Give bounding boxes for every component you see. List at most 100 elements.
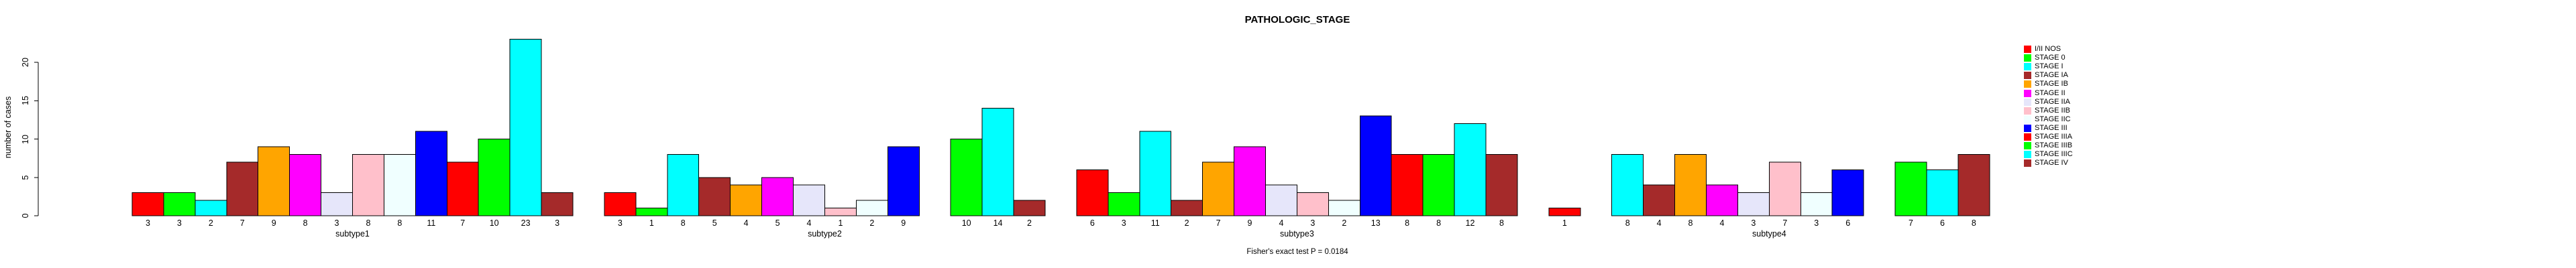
bar-value-label: 4 xyxy=(1656,218,1662,228)
bar-subtype4-STAGE III xyxy=(1831,169,1864,216)
bar-value-label: 3 xyxy=(617,218,623,228)
legend-item-STAGE III: STAGE III xyxy=(2024,124,2068,132)
legend-swatch-icon xyxy=(2024,63,2031,71)
legend-item-STAGE IIIB: STAGE IIIB xyxy=(2024,142,2072,150)
group-label-subtype2: subtype2 xyxy=(808,229,842,239)
bar-subtype4-STAGE II xyxy=(1706,184,1738,216)
bar-value-label: 2 xyxy=(869,218,875,228)
bar-subtype2-STAGE IB xyxy=(730,184,763,216)
bar-value-label: 3 xyxy=(176,218,182,228)
bar-subtype1-STAGE IV xyxy=(541,192,574,216)
bar-value-label: 1 xyxy=(649,218,654,228)
bar-value-label: 7 xyxy=(460,218,466,228)
group-label-subtype1: subtype1 xyxy=(335,229,370,239)
y-tick-label: 0 xyxy=(21,213,30,218)
fisher-test-note: Fisher's exact test P = 0.0184 xyxy=(1246,248,1348,256)
bar-value-label: 7 xyxy=(1782,218,1788,228)
legend-swatch-icon xyxy=(2024,107,2031,115)
bar-subtype3-STAGE IA xyxy=(1171,200,1203,216)
legend-swatch-icon xyxy=(2024,124,2031,132)
bar-subtype3-STAGE III xyxy=(1359,115,1392,216)
y-tick-label: 20 xyxy=(21,58,30,67)
bar-value-label: 13 xyxy=(1371,218,1381,228)
bar-subtype1-STAGE IB xyxy=(258,146,290,216)
legend-label: STAGE II xyxy=(2035,88,2065,97)
y-tick-label: 10 xyxy=(21,134,30,144)
bar-value-label: 10 xyxy=(489,218,499,228)
legend-item-STAGE IIC: STAGE IIC xyxy=(2024,115,2071,123)
legend-item-STAGE I: STAGE I xyxy=(2024,62,2063,71)
bar-value-label: 23 xyxy=(521,218,531,228)
bar-value-label: 7 xyxy=(1216,218,1221,228)
bar-subtype3-I/II NOS xyxy=(1076,169,1109,216)
legend-swatch-icon xyxy=(2024,54,2031,62)
bar-subtype2-STAGE IIC xyxy=(855,200,888,216)
y-tick-label: 15 xyxy=(21,96,30,106)
bar-subtype3-STAGE IIA xyxy=(1265,184,1297,216)
bar-value-label: 4 xyxy=(743,218,749,228)
bar-value-label: 3 xyxy=(334,218,339,228)
legend-item-STAGE II: STAGE II xyxy=(2024,88,2065,97)
bar-value-label: 8 xyxy=(1499,218,1504,228)
bar-subtype2-STAGE II xyxy=(761,177,794,216)
bar-subtype4-STAGE IA xyxy=(1643,184,1676,216)
legend-swatch-icon xyxy=(2024,89,2031,97)
bar-value-label: 5 xyxy=(712,218,717,228)
bar-value-label: 6 xyxy=(1089,218,1095,228)
bar-value-label: 3 xyxy=(1751,218,1756,228)
bar-value-label: 9 xyxy=(901,218,906,228)
legend-item-STAGE IIA: STAGE IIA xyxy=(2024,98,2070,106)
bar-subtype2-I/II NOS xyxy=(604,192,637,216)
bar-value-label: 9 xyxy=(1247,218,1252,228)
legend-label: STAGE IIB xyxy=(2035,106,2070,115)
legend-swatch-icon xyxy=(2024,72,2031,80)
bar-subtype2-STAGE IA xyxy=(698,177,731,216)
bar-value-label: 5 xyxy=(775,218,780,228)
bar-value-label: 8 xyxy=(680,218,686,228)
bar-value-label: 1 xyxy=(838,218,843,228)
legend-label: STAGE IIC xyxy=(2035,115,2071,123)
bar-subtype4-STAGE IV xyxy=(1957,153,1990,216)
bar-subtype1-STAGE IIIA xyxy=(446,161,479,216)
group-label-subtype4: subtype4 xyxy=(1752,229,1786,239)
bar-value-label: 3 xyxy=(555,218,560,228)
bar-subtype2-STAGE I xyxy=(667,153,700,216)
bar-subtype1-STAGE IIA xyxy=(321,192,354,216)
legend-label: STAGE IB xyxy=(2035,80,2068,88)
legend-swatch-icon xyxy=(2024,80,2031,88)
bar-subtype2-STAGE III xyxy=(887,146,920,216)
legend-item-STAGE IIIC: STAGE IIIC xyxy=(2024,150,2073,159)
bar-subtype3-STAGE IIB xyxy=(1296,192,1329,216)
bar-subtype3-STAGE IV xyxy=(1485,153,1518,216)
legend-label: STAGE IIIC xyxy=(2035,150,2073,159)
legend-label: I/II NOS xyxy=(2035,45,2061,53)
legend-label: STAGE IA xyxy=(2035,71,2068,80)
legend-item-STAGE 0: STAGE 0 xyxy=(2024,54,2065,62)
legend-item-STAGE IV: STAGE IV xyxy=(2024,159,2068,168)
bar-subtype1-STAGE 0 xyxy=(163,192,196,216)
bar-subtype4-STAGE IIIB xyxy=(1894,161,1927,216)
legend-swatch-icon xyxy=(2024,46,2031,53)
bar-value-label: 4 xyxy=(1279,218,1284,228)
legend-item-I/II NOS: I/II NOS xyxy=(2024,46,2061,53)
legend-swatch-icon xyxy=(2024,98,2031,106)
bar-subtype4-STAGE IB xyxy=(1674,153,1707,216)
bar-value-label: 8 xyxy=(1971,218,1976,228)
bar-value-label: 12 xyxy=(1465,218,1475,228)
legend-label: STAGE 0 xyxy=(2035,54,2065,62)
bar-value-label: 4 xyxy=(1719,218,1725,228)
bar-subtype1-STAGE IA xyxy=(226,161,259,216)
legend-label: STAGE IIIA xyxy=(2035,133,2073,141)
legend-item-STAGE IIIA: STAGE IIIA xyxy=(2024,133,2072,141)
legend-label: STAGE I xyxy=(2035,62,2063,71)
bar-subtype2-STAGE IIIC xyxy=(981,108,1014,216)
bar-value-label: 2 xyxy=(1027,218,1032,228)
bar-subtype4-STAGE IIB xyxy=(1768,161,1801,216)
bar-value-label: 11 xyxy=(427,218,436,228)
bar-subtype4-I/II NOS xyxy=(1548,208,1581,216)
bar-subtype1-I/II NOS xyxy=(131,192,164,216)
bar-subtype1-STAGE IIIC xyxy=(509,39,542,216)
bar-value-label: 3 xyxy=(1814,218,1819,228)
bar-subtype3-STAGE IIIC xyxy=(1454,123,1487,216)
legend-swatch-icon xyxy=(2024,142,2031,150)
